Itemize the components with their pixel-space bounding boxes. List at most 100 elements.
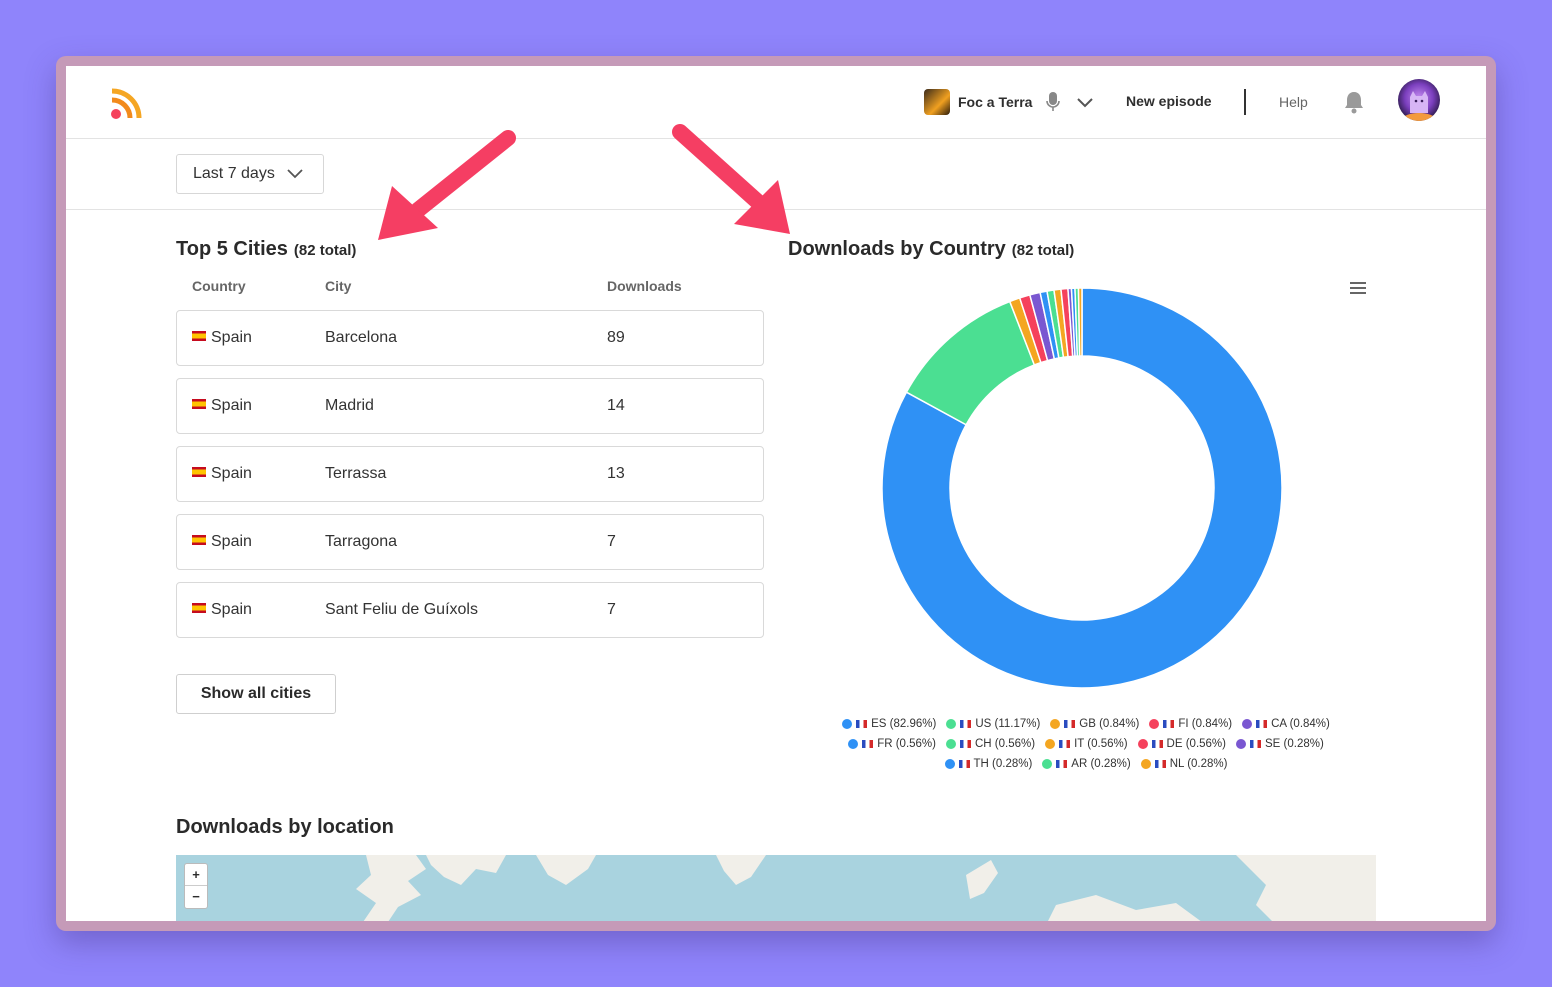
spain-flag-icon — [192, 331, 206, 341]
country-chart-total: (82 total) — [1011, 242, 1075, 259]
downloads-cell: 7 — [607, 601, 616, 618]
legend-dot — [1242, 719, 1253, 729]
column-header-city[interactable]: City — [325, 278, 352, 294]
map-landmass — [356, 855, 1376, 921]
legend-item-fi[interactable]: FI (0.84%) — [1149, 718, 1232, 730]
podcast-switcher[interactable]: Foc a Terra — [924, 88, 1094, 116]
legend-label: US (11.17%) — [975, 718, 1041, 730]
city-cell: Barcelona — [325, 329, 398, 346]
legend-item-th[interactable]: TH (0.28%) — [944, 758, 1033, 770]
country-cell: Spain — [192, 601, 252, 619]
legend-label: TH (0.28%) — [973, 758, 1033, 770]
flag-icon — [862, 740, 874, 748]
legend-item-ar[interactable]: AR (0.28%) — [1042, 758, 1131, 770]
table-row: Spain Barcelona 89 — [176, 310, 764, 366]
country-chart-heading: Downloads by Country — [788, 238, 1006, 260]
legend-dot — [1149, 719, 1160, 729]
country-cell: Spain — [192, 465, 252, 483]
annotation-arrow-left-icon — [378, 130, 516, 240]
legend-item-ch[interactable]: CH (0.56%) — [945, 738, 1036, 750]
top-cities-heading: Top 5 Cities — [176, 238, 288, 260]
period-dropdown[interactable]: Last 7 days — [176, 154, 324, 194]
flag-icon — [1064, 720, 1076, 728]
zoom-out-button[interactable]: − — [192, 889, 200, 904]
chart-menu-icon[interactable] — [1350, 282, 1366, 294]
rss-logo-icon[interactable] — [110, 86, 146, 120]
donut-slice-nl[interactable] — [1077, 287, 1083, 357]
flag-icon — [1154, 760, 1166, 768]
flag-icon — [960, 720, 972, 728]
legend-item-fr[interactable]: FR (0.56%) — [848, 738, 936, 750]
legend-label: CH (0.56%) — [974, 738, 1036, 750]
donut-slice-es[interactable] — [881, 287, 1283, 689]
chart-legend: ES (82.96%) US (11.17%) GB (0.84%) FI (0.84… — [806, 714, 1366, 774]
legend-item-es[interactable]: ES (82.96%) — [842, 718, 936, 730]
legend-label: DE (0.56%) — [1166, 738, 1226, 750]
world-map[interactable]: + − — [176, 855, 1376, 921]
legend-label: FI (0.84%) — [1178, 718, 1233, 730]
legend-item-gb[interactable]: GB (0.84%) — [1050, 718, 1139, 730]
location-title: Downloads by location — [176, 816, 394, 838]
country-donut-chart — [881, 287, 1283, 689]
annotation-arrow-right-icon — [672, 124, 790, 234]
city-cell: Tarragona — [325, 533, 398, 550]
podcast-artwork — [924, 89, 950, 115]
bell-icon[interactable] — [1343, 90, 1365, 114]
flag-icon — [856, 720, 868, 728]
legend-dot — [1235, 739, 1246, 749]
legend-item-de[interactable]: DE (0.56%) — [1137, 738, 1226, 750]
microphone-icon — [1046, 92, 1061, 111]
flag-icon — [959, 740, 971, 748]
chevron-down-icon[interactable] — [1076, 96, 1094, 108]
country-name: Spain — [211, 397, 252, 414]
flag-icon — [1151, 740, 1163, 748]
legend-row: TH (0.28%) AR (0.28%) NL (0.28%) — [806, 754, 1366, 774]
city-cell: Terrassa — [325, 465, 387, 482]
spain-flag-icon — [192, 399, 206, 409]
legend-dot — [1050, 719, 1061, 729]
legend-item-it[interactable]: IT (0.56%) — [1045, 738, 1128, 750]
legend-dot — [1140, 759, 1151, 769]
country-chart-title: Downloads by Country (82 total) — [788, 238, 1074, 261]
period-dropdown-value: Last 7 days — [193, 165, 275, 182]
legend-row: FR (0.56%) CH (0.56%) IT (0.56%) DE (0.56%)… — [806, 734, 1366, 754]
legend-label: FR (0.56%) — [877, 738, 936, 750]
country-name: Spain — [211, 329, 252, 346]
table-row: Spain Sant Feliu de Guíxols 7 — [176, 582, 764, 638]
legend-dot — [1042, 759, 1053, 769]
country-cell: Spain — [192, 533, 252, 551]
spain-flag-icon — [192, 535, 206, 545]
downloads-cell: 89 — [607, 329, 625, 346]
legend-label: SE (0.28%) — [1264, 738, 1324, 750]
legend-item-nl[interactable]: NL (0.28%) — [1140, 758, 1227, 770]
zoom-in-button[interactable]: + — [185, 864, 207, 886]
flag-icon — [1256, 720, 1268, 728]
country-name: Spain — [211, 601, 252, 618]
legend-dot — [842, 719, 853, 729]
city-cell: Madrid — [325, 397, 374, 414]
column-header-country[interactable]: Country — [192, 278, 246, 294]
legend-row: ES (82.96%) US (11.17%) GB (0.84%) FI (0.84… — [806, 714, 1366, 734]
table-row: Spain Tarragona 7 — [176, 514, 764, 570]
legend-item-ca[interactable]: CA (0.84%) — [1242, 718, 1330, 730]
top-cities-total: (82 total) — [293, 242, 357, 259]
spain-flag-icon — [192, 467, 206, 477]
legend-dot — [1045, 739, 1056, 749]
table-row: Spain Madrid 14 — [176, 378, 764, 434]
country-name: Spain — [211, 533, 252, 550]
help-link[interactable]: Help — [1279, 94, 1308, 110]
podcast-name: Foc a Terra — [958, 94, 1033, 110]
show-all-cities-button[interactable]: Show all cities — [176, 674, 336, 714]
avatar[interactable] — [1398, 79, 1440, 121]
legend-item-us[interactable]: US (11.17%) — [946, 718, 1040, 730]
legend-item-se[interactable]: SE (0.28%) — [1235, 738, 1324, 750]
flag-icon — [1059, 740, 1071, 748]
country-name: Spain — [211, 465, 252, 482]
new-episode-link[interactable]: New episode — [1126, 93, 1212, 109]
legend-dot — [848, 739, 859, 749]
legend-label: GB (0.84%) — [1079, 718, 1140, 730]
downloads-cell: 14 — [607, 397, 625, 414]
legend-label: ES (82.96%) — [871, 718, 937, 730]
legend-label: IT (0.56%) — [1074, 738, 1128, 750]
column-header-downloads[interactable]: Downloads — [607, 278, 682, 294]
